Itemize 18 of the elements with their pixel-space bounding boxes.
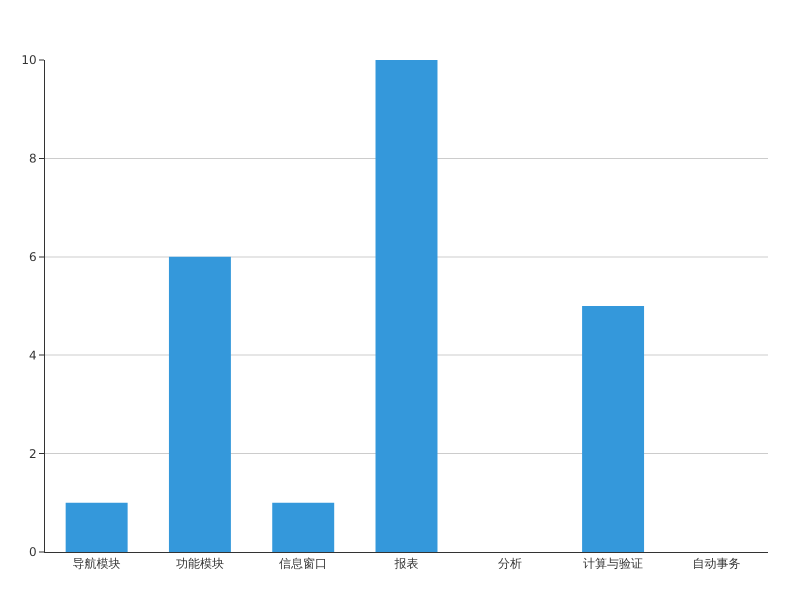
x-tick-label: 导航模块 bbox=[72, 556, 121, 570]
y-tick-label: 4 bbox=[28, 348, 37, 362]
x-tick-label: 功能模块 bbox=[176, 556, 224, 570]
bar bbox=[66, 502, 128, 552]
y-tick-label: 0 bbox=[28, 545, 37, 560]
x-tick-label: 计算与验证 bbox=[583, 556, 644, 570]
x-tick-label: 分析 bbox=[498, 556, 522, 570]
y-tick-label: 6 bbox=[28, 250, 37, 264]
bar bbox=[168, 256, 231, 552]
bar bbox=[376, 60, 438, 552]
y-tick-label: 10 bbox=[21, 53, 37, 68]
y-tick-label: 8 bbox=[28, 152, 37, 166]
x-tick-label: 信息窗口 bbox=[279, 556, 328, 570]
x-tick-label: 报表 bbox=[394, 556, 418, 570]
y-tick-label: 2 bbox=[28, 446, 37, 461]
x-tick-label: 自动事务 bbox=[692, 556, 740, 570]
bar bbox=[272, 502, 334, 552]
bar bbox=[582, 306, 644, 552]
